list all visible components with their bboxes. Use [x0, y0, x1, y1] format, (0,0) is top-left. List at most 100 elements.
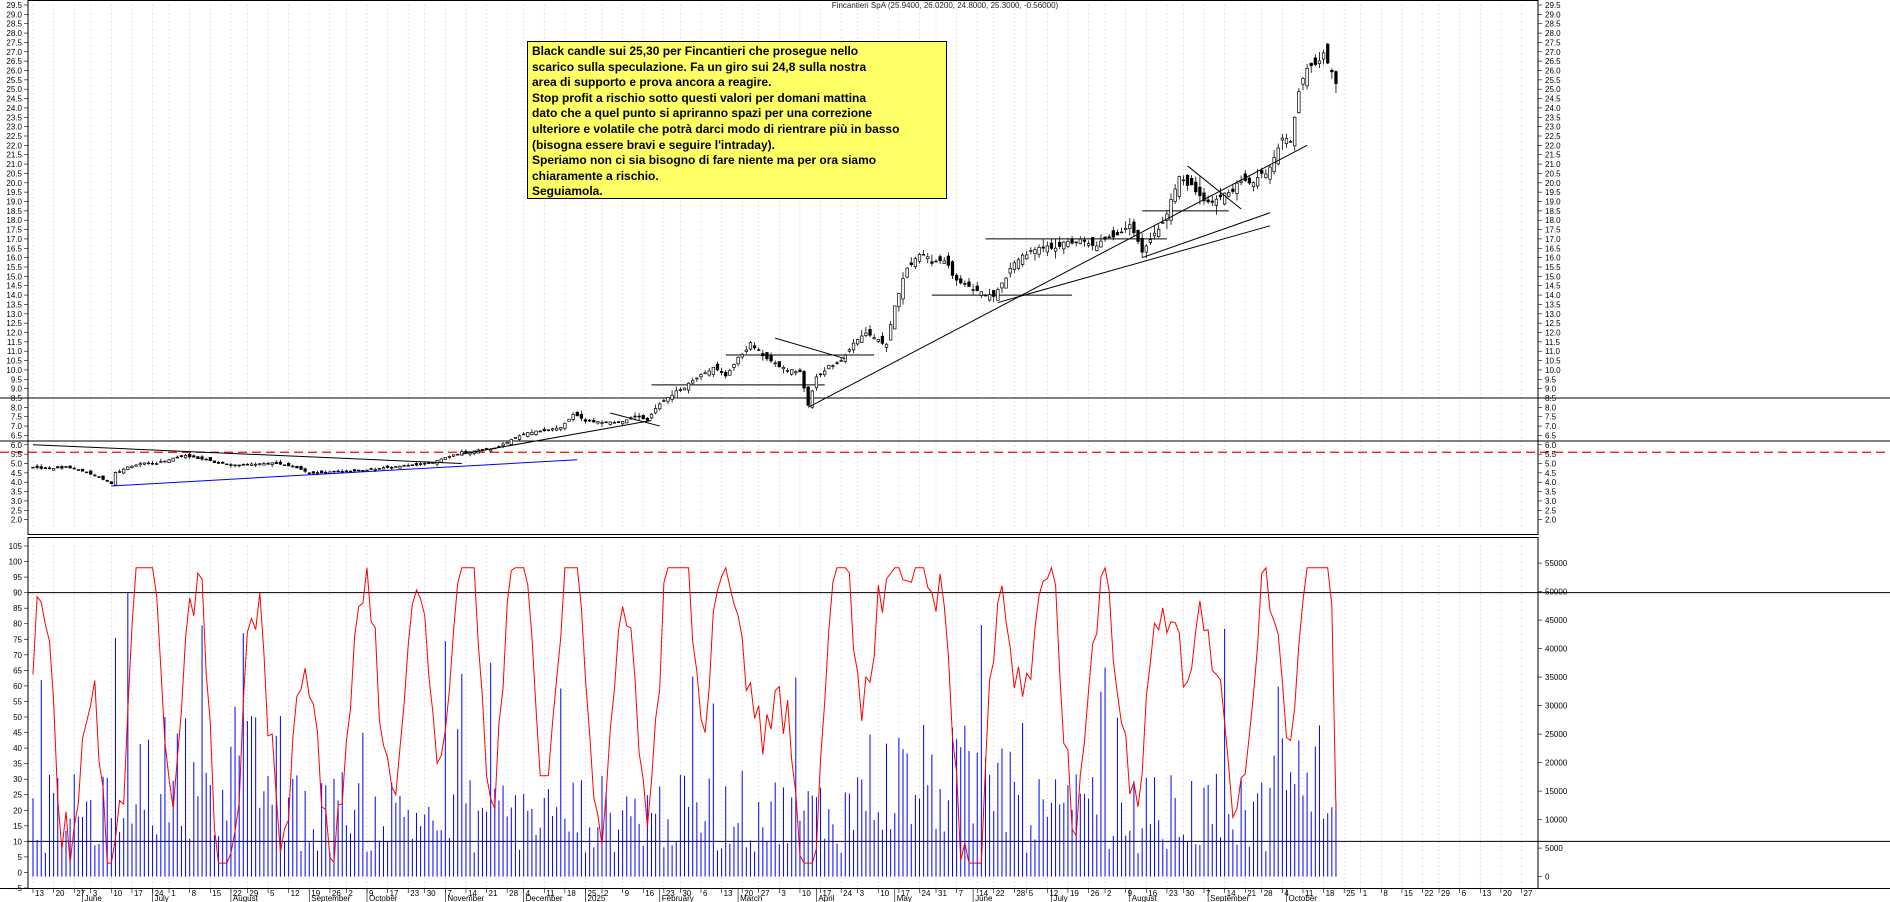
trendline — [1141, 212, 1271, 259]
candle-body — [588, 419, 592, 422]
candle-body — [975, 285, 979, 292]
candle-body — [68, 465, 72, 469]
candle-body — [208, 457, 212, 461]
y-tick-label-left: 26.5 — [6, 57, 22, 66]
y-tick-label-right: 28.0 — [1545, 29, 1561, 38]
month-label: March — [740, 894, 762, 902]
candle-body — [410, 464, 414, 466]
y-tick-label-right: 12.0 — [1545, 329, 1561, 338]
candle-body — [1033, 249, 1037, 255]
candle-body — [117, 471, 122, 473]
y-tick-label-right: 20.0 — [1545, 179, 1561, 188]
candle-body — [245, 463, 250, 466]
candle-body — [1255, 177, 1260, 187]
candle-body — [798, 369, 802, 373]
candle-body — [1074, 241, 1078, 244]
candle-body — [1218, 194, 1223, 198]
candle-body — [150, 462, 155, 465]
candle-body — [959, 278, 963, 284]
osc-tick-label: 15 — [13, 822, 22, 831]
candle-body — [1012, 262, 1016, 270]
candle-body — [1086, 243, 1091, 246]
x-tick-label: 2 — [348, 889, 353, 898]
y-tick-label-right: 28.5 — [1545, 20, 1561, 29]
x-tick-label: 11 — [1305, 889, 1314, 898]
y-tick-label-left: 7.5 — [11, 413, 23, 422]
candle-body — [645, 417, 649, 421]
osc-tick-label: 40 — [13, 744, 22, 753]
annotation-line: dato che a quel punto si apriranno spazi… — [532, 106, 873, 121]
osc-tick-label: 105 — [9, 542, 23, 551]
candle-body — [847, 349, 852, 352]
candle-body — [1293, 116, 1297, 147]
volume-tick-label: 5000 — [1545, 844, 1563, 853]
candle-body — [946, 255, 950, 266]
y-tick-label-left: 21.5 — [6, 151, 22, 160]
candle-body — [97, 476, 101, 478]
candle-body — [1280, 137, 1284, 141]
candle-body — [299, 466, 303, 470]
candle-body — [674, 390, 678, 399]
candle-body — [1070, 238, 1074, 244]
candle-body — [653, 408, 658, 414]
candle-body — [1313, 57, 1317, 65]
candle-body — [80, 468, 85, 472]
y-tick-label-left: 10.0 — [6, 366, 22, 375]
candle-body — [175, 456, 179, 459]
candle-body — [1214, 198, 1219, 206]
candle-body — [315, 472, 320, 474]
candle-body — [967, 281, 971, 287]
x-tick-label: 8 — [1383, 889, 1388, 898]
month-label: December — [526, 894, 563, 902]
levels-layer — [0, 210, 1890, 842]
candle-body — [447, 456, 452, 458]
candle-body — [752, 345, 757, 349]
x-tick-label: 4 — [1284, 889, 1289, 898]
candle-body — [583, 419, 588, 422]
candle-body — [699, 374, 703, 378]
candle-body — [608, 421, 612, 425]
osc-tick-label: 90 — [13, 589, 22, 598]
candle-body — [555, 427, 559, 431]
candle-body — [64, 466, 68, 468]
month-label: June — [975, 894, 993, 902]
candle-body — [192, 455, 196, 458]
candle-body — [575, 411, 579, 417]
candle-body — [1235, 182, 1239, 194]
candle-body — [740, 353, 744, 358]
x-tick-label: 13 — [35, 889, 44, 898]
candle-body — [1305, 67, 1309, 87]
candle-body — [76, 469, 80, 471]
candle-body — [320, 470, 324, 474]
x-tick-label: 5 — [1029, 889, 1034, 898]
osc-tick-label: 50 — [13, 713, 22, 722]
candle-body — [464, 450, 468, 453]
candle-body — [266, 463, 270, 465]
candle-body — [1020, 254, 1025, 265]
candle-body — [736, 357, 740, 365]
candle-body — [1190, 177, 1194, 186]
y-tick-label-right: 13.0 — [1545, 310, 1561, 319]
candle-body — [381, 467, 386, 470]
y-tick-label-left: 3.0 — [11, 497, 23, 506]
x-tick-label: 12 — [1049, 889, 1058, 898]
candle-body — [818, 373, 823, 376]
candle-body — [303, 468, 307, 472]
month-label: October — [369, 894, 398, 902]
y-tick-label-left: 2.0 — [11, 516, 23, 525]
y-tick-label-left: 7.0 — [11, 422, 23, 431]
candle-body — [204, 458, 208, 461]
candle-body — [390, 467, 394, 469]
candle-body — [868, 329, 872, 336]
candle-body — [443, 456, 447, 460]
candle-body — [406, 464, 410, 467]
y-tick-label-right: 23.0 — [1545, 123, 1561, 132]
candle-body — [1029, 250, 1033, 252]
y-tick-label-right: 27.0 — [1545, 48, 1561, 57]
candle-body — [72, 467, 76, 470]
candle-body — [563, 422, 567, 429]
candle-body — [1066, 240, 1070, 247]
candle-body — [1239, 180, 1243, 183]
x-tick-label: 28 — [1016, 889, 1025, 898]
candle-body — [1301, 77, 1305, 85]
